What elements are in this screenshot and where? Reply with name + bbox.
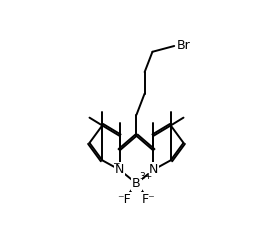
Text: B: B xyxy=(132,177,141,190)
Text: N: N xyxy=(115,163,124,176)
Text: ⁻F: ⁻F xyxy=(118,193,131,206)
Text: N: N xyxy=(149,163,158,176)
Text: F⁻: F⁻ xyxy=(142,193,156,206)
Text: 3+: 3+ xyxy=(140,172,153,181)
Text: −: − xyxy=(112,158,119,167)
Text: Br: Br xyxy=(177,39,190,52)
